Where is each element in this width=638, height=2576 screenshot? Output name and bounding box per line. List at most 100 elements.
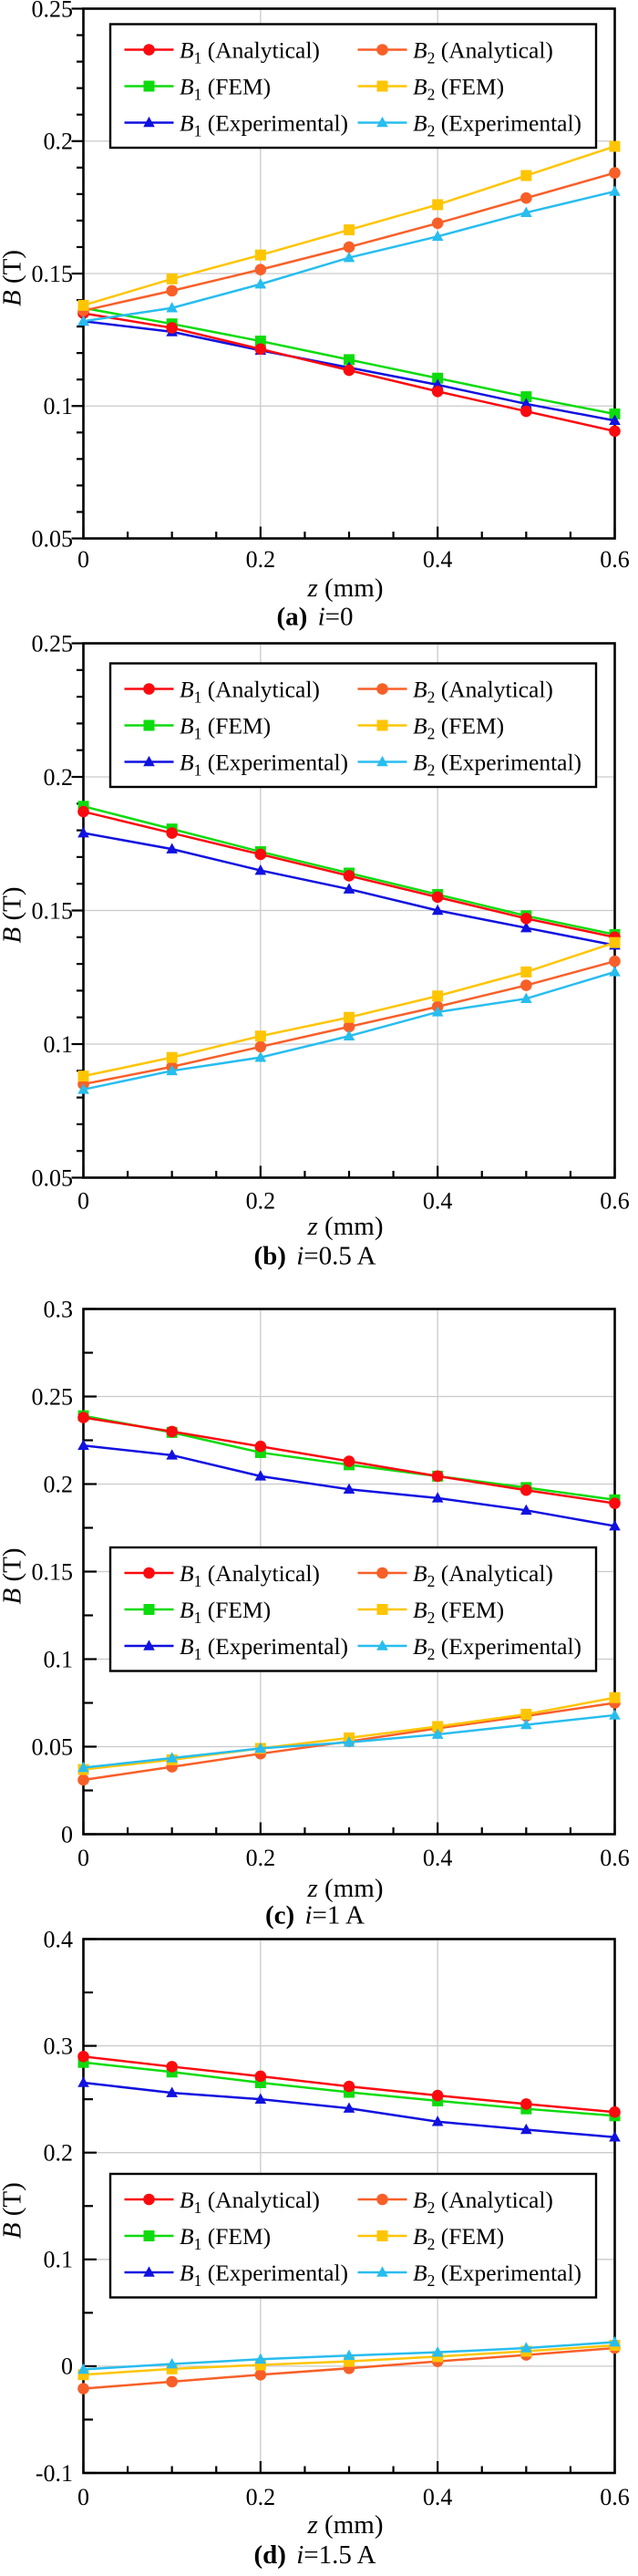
chart-a: 0.05 0.1 0.15 0.2 0.25 0 0.2 0.4 0.6 B (T) z (mm)(… [0,0,630,632]
x-tick-label: 0.4 [423,1188,453,1215]
legend-swatch-marker-b2-experimental [376,1640,388,1650]
series-marker-b2-fem [432,990,444,1002]
x-axis-label: z (mm) [307,1874,384,1903]
series-marker-b1-experimental [520,1504,532,1516]
series-marker-b2-analytical [520,191,532,204]
x-axis-label: z (mm) [307,2510,384,2540]
legend-box [108,662,598,789]
legend-swatch-marker-b1-analytical [143,1567,155,1579]
series-marker-b2-experimental [77,1761,89,1773]
legend-label-b2-analytical: B2 (Analytical) [413,2187,553,2217]
legend-swatch-marker-b2-fem [376,80,388,92]
series-marker-b2-experimental [254,278,267,289]
y-tick-label: 0.05 [32,1733,74,1760]
series-marker-b2-fem [609,1691,621,1703]
series-marker-b1-experimental [431,1492,444,1503]
series-marker-b2-experimental [166,302,178,313]
y-tick-label: 0.1 [44,393,74,419]
legend-box [108,23,598,150]
legend-label-b1-analytical: B1 (Analytical) [180,37,320,67]
legend-label-b2-analytical: B2 (Analytical) [413,1560,553,1590]
y-tick-label: 0.1 [44,2247,74,2273]
series-marker-b1-experimental [609,414,621,426]
series-marker-b2-experimental [77,315,89,326]
series-marker-b1-fem [609,408,621,419]
y-axis-label: B (T) [0,887,27,944]
series-marker-b1-analytical [254,2070,267,2083]
series-marker-b2-experimental [343,1029,355,1040]
legend-label-b1-fem: B1 (FEM) [180,2223,271,2253]
y-tick-label: 0.15 [32,897,74,924]
series-marker-b2-analytical [254,1040,267,1053]
series-b2-experimental [77,1709,621,1773]
legend-swatch-marker-b1-experimental [143,1640,155,1650]
series-b1-analytical [77,307,621,438]
series-marker-b2-experimental [520,2342,532,2353]
x-tick-label: 0.6 [600,2484,630,2510]
series-marker-b1-analytical [254,1440,267,1453]
series-marker-b1-experimental [77,1439,89,1451]
series-marker-b1-experimental [343,883,355,894]
series-marker-b1-analytical [520,1484,532,1496]
legend-label-b2-fem: B2 (FEM) [413,713,504,743]
y-tick-label: 0.2 [44,129,74,155]
series-marker-b2-fem [344,1011,355,1023]
series-line-b2-fem [83,941,615,1078]
plot-frame [82,642,616,1179]
series-marker-b2-fem [77,1071,89,1082]
series-marker-b1-experimental [609,1519,621,1531]
series-marker-b2-experimental [431,1006,444,1017]
plot-frame [82,1308,616,1836]
series-marker-b2-analytical [343,1020,355,1033]
legend-d: B1 (Analytical) B1 (FEM) B1 (Experimental)… [108,2172,598,2299]
legend-label-b2-fem: B2 (FEM) [413,1597,504,1627]
series-marker-b2-fem [520,1708,532,1720]
y-tick-label: 0.05 [32,1164,74,1191]
series-marker-b2-experimental [609,1709,621,1720]
y-tick-label: 0.25 [32,630,74,657]
legend-swatch-marker-b2-analytical [376,44,388,56]
legend-label-b1-fem: B1 (FEM) [180,1597,271,1627]
x-tick-label: 0.6 [600,1188,630,1215]
x-tick-label: 0 [77,2484,89,2510]
x-axis-label: z (mm) [307,574,384,603]
legend-label-b1-analytical: B1 (Analytical) [180,677,320,707]
series-marker-b1-analytical [166,827,178,839]
series-marker-b1-analytical [77,2051,89,2063]
legend-swatch-marker-b1-analytical [143,683,155,695]
series-b1-experimental [77,2076,621,2142]
series-b2-fem [77,2340,621,2381]
series-marker-b2-analytical [343,241,355,253]
series-marker-b1-analytical [431,385,444,398]
series-marker-b2-experimental [166,2357,178,2369]
series-marker-b1-experimental [520,2123,532,2135]
series-b2-experimental [77,185,621,326]
x-tick-label: 0.4 [423,546,453,573]
legend-label-b2-experimental: B2 (Experimental) [413,1633,581,1663]
y-axis-label: B (T) [0,2182,27,2239]
series-b2-fem [77,140,621,311]
series-marker-b1-experimental [77,2076,89,2087]
legend-label-b1-experimental: B1 (Experimental) [180,750,348,780]
y-tick-label: 0.3 [44,1296,74,1322]
legend-label-b2-experimental: B2 (Experimental) [413,750,581,780]
legend-label-b2-fem: B2 (FEM) [413,74,504,104]
series-marker-b1-analytical [609,2105,621,2118]
legend-swatch-marker-b2-fem [376,2230,388,2241]
chart-d: -0.100.10.20.30.40 0.2 0.4 0.6B (T)z (mm)(d… [0,1926,630,2570]
series-marker-b2-experimental [343,1736,355,1747]
y-tick-label: 0.1 [44,1031,74,1058]
series-marker-b1-fem [344,354,355,366]
series-marker-b1-experimental [166,2086,178,2097]
legend-label-b1-experimental: B1 (Experimental) [180,2260,348,2290]
series-marker-b1-analytical [431,891,444,904]
series-marker-b1-analytical [609,425,621,438]
series-marker-b2-fem [77,299,89,311]
series-marker-b2-experimental [254,1742,267,1754]
x-tick-label: 0 [77,1845,89,1871]
legend-label-b2-experimental: B2 (Experimental) [413,2260,581,2290]
series-marker-b2-analytical [166,284,178,297]
caption-b: (b) i=0.5 A [254,1242,376,1271]
y-tick-label: 0.15 [32,1558,74,1585]
series-marker-b2-experimental [520,206,532,217]
